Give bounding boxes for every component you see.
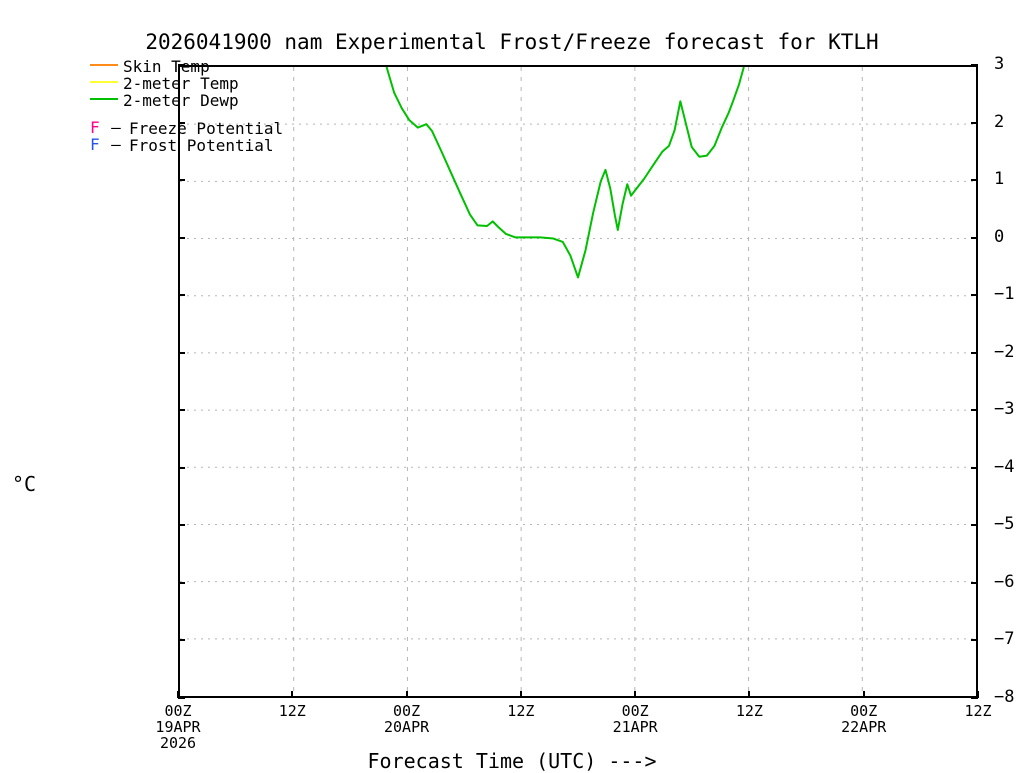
x-tick-time: 00Z	[621, 702, 649, 720]
x-axis-label: Forecast Time (UTC) --->	[367, 749, 657, 773]
y-tick-mark	[971, 639, 978, 642]
x-tick-year: 2026	[159, 734, 197, 752]
y-tick-mark	[971, 121, 978, 124]
y-tick-mark	[971, 236, 978, 239]
x-tick-date: 20APR	[383, 718, 430, 736]
legend-item-label: 2-meter Dewp	[123, 91, 239, 110]
x-tick-mark	[977, 691, 979, 698]
x-tick-date: 21APR	[612, 718, 658, 736]
y-axis-label: °C	[12, 472, 37, 496]
x-tick-mark	[748, 691, 751, 698]
x-tick-time: 00Z	[164, 702, 192, 720]
y-tick-label: −1	[994, 284, 1015, 305]
legend-item-label: 2-meter Temp	[123, 74, 239, 93]
legend-item-frost-potential: F — Frost Potential	[90, 135, 360, 155]
x-tick-label: 12Z	[466, 703, 576, 719]
y-tick-mark	[178, 351, 185, 354]
y-tick-label: −6	[994, 571, 1015, 592]
x-tick-mark	[634, 691, 637, 698]
legend-dash: —	[111, 118, 121, 137]
data-series-layer	[180, 67, 976, 696]
y-tick-mark	[971, 179, 978, 182]
y-tick-mark	[971, 409, 978, 412]
x-tick-mark	[291, 691, 294, 698]
page-title: 2026041900 nam Experimental Frost/Freeze…	[145, 30, 879, 54]
series-line	[387, 67, 744, 277]
y-tick-label: 1	[994, 169, 1005, 190]
x-tick-date: 22APR	[841, 718, 887, 736]
y-tick-mark	[178, 121, 185, 124]
legend-item-label: Frost Potential	[129, 136, 274, 155]
y-tick-mark	[178, 524, 185, 527]
y-tick-mark	[971, 64, 978, 66]
y-tick-mark	[178, 236, 185, 239]
x-tick-time: 12Z	[735, 702, 763, 720]
skin-temp-color-swatch	[90, 64, 118, 66]
legend-item-label: Skin Temp	[123, 57, 210, 76]
legend-item-label: Freeze Potential	[129, 119, 284, 138]
x-tick-time: 12Z	[964, 702, 992, 720]
y-tick-mark	[971, 524, 978, 527]
x-tick-date: 19APR	[155, 718, 201, 736]
y-tick-label: −3	[994, 399, 1015, 420]
plot-area	[178, 65, 978, 698]
legend-item-skin-temp: Skin Temp	[90, 57, 360, 76]
y-tick-label: −2	[994, 341, 1015, 362]
x-tick-time: 00Z	[393, 702, 421, 720]
y-tick-label: −5	[994, 514, 1015, 535]
2-meter-dewp-color-swatch	[90, 98, 118, 100]
x-tick-time: 12Z	[507, 702, 535, 720]
2-meter-temp-color-swatch	[90, 81, 118, 83]
freeze-flag-icon: F	[90, 118, 100, 137]
x-tick-time: 12Z	[278, 702, 306, 720]
y-tick-label: −8	[994, 687, 1015, 707]
x-tick-mark	[519, 691, 522, 698]
y-tick-label: −7	[994, 629, 1015, 650]
y-tick-mark	[971, 466, 978, 469]
x-tick-label: 00Z 20APR	[352, 703, 462, 735]
y-tick-mark	[178, 697, 185, 699]
legend-item-2-meter-dewp: 2-meter Dewp	[90, 91, 360, 110]
y-tick-mark	[178, 179, 185, 182]
x-tick-label: 12Z	[923, 703, 1024, 719]
y-tick-mark	[971, 351, 978, 354]
y-tick-mark	[178, 409, 185, 412]
x-tick-label: 00Z 19APR 2026	[123, 703, 233, 751]
y-tick-mark	[178, 294, 185, 297]
y-tick-mark	[178, 466, 185, 469]
x-tick-mark	[177, 691, 179, 698]
y-tick-mark	[178, 639, 185, 642]
y-tick-label: 3	[994, 54, 1005, 74]
x-tick-label: 00Z 22APR	[809, 703, 919, 735]
y-tick-mark	[971, 294, 978, 297]
legend-item-2-meter-temp: 2-meter Temp	[90, 74, 360, 93]
y-tick-label: −4	[994, 456, 1015, 477]
y-tick-mark	[971, 581, 978, 584]
legend-dash: —	[111, 135, 121, 154]
x-tick-mark	[862, 691, 865, 698]
y-tick-label: 0	[994, 226, 1005, 247]
x-tick-mark	[405, 691, 408, 698]
x-tick-time: 00Z	[850, 702, 878, 720]
frost-flag-icon: F	[90, 135, 100, 154]
y-tick-mark	[178, 581, 185, 584]
chart-legend: Skin Temp 2-meter Temp 2-meter Dewp F — Fr…	[90, 57, 360, 155]
x-tick-label: 12Z	[237, 703, 347, 719]
x-tick-label: 12Z	[694, 703, 804, 719]
y-tick-mark	[971, 697, 978, 699]
y-tick-label: 2	[994, 111, 1005, 132]
x-tick-label: 00Z 21APR	[580, 703, 690, 735]
legend-item-freeze-potential: F — Freeze Potential	[90, 118, 360, 138]
y-tick-mark	[178, 64, 185, 66]
